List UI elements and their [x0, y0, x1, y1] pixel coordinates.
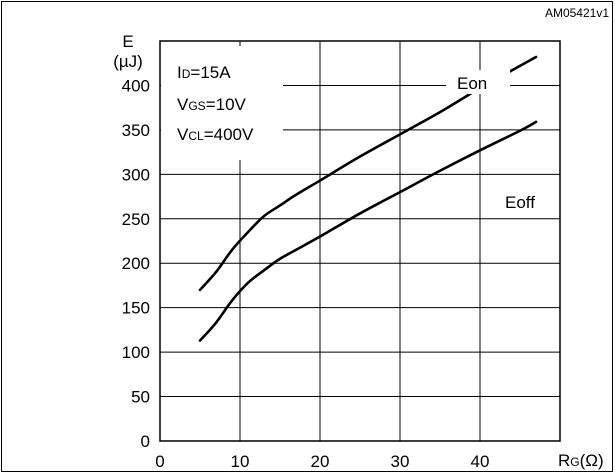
y-tick-label: 250	[122, 210, 150, 229]
y-tick-label: 0	[141, 432, 150, 451]
y-tick-label: 150	[122, 299, 150, 318]
series-label-eon: Eon	[457, 74, 487, 93]
x-axis-label: RG(Ω)	[558, 451, 604, 470]
x-tick-label: 30	[391, 452, 410, 471]
series-line-eoff	[198, 120, 538, 342]
y-tick-label: 350	[122, 121, 150, 140]
plot-area	[159, 40, 561, 442]
eon-label-bg	[446, 70, 510, 94]
figure-code: AM05421v1	[545, 6, 609, 20]
condition-vcl: VCL=400V	[177, 125, 254, 144]
x-tick-label: 10	[231, 452, 250, 471]
y-tick-label: 50	[131, 388, 150, 407]
x-tick-label: 40	[471, 452, 490, 471]
y-tick-label: 100	[122, 343, 150, 362]
y-tick-label: 300	[122, 165, 150, 184]
conditions-box	[161, 46, 283, 160]
y-tick-label: 400	[122, 76, 150, 95]
series-label-eoff: Eoff	[505, 193, 535, 212]
x-tick-label: 20	[311, 452, 330, 471]
y-axis-unit: (µJ)	[113, 52, 143, 71]
eoff-label-bg	[499, 190, 543, 214]
condition-vgs: VGS=10V	[177, 95, 247, 114]
x-tick-label: 0	[155, 452, 164, 471]
y-axis-label: E	[122, 32, 133, 51]
condition-id: ID=15A	[177, 63, 231, 82]
y-tick-label: 200	[122, 254, 150, 273]
